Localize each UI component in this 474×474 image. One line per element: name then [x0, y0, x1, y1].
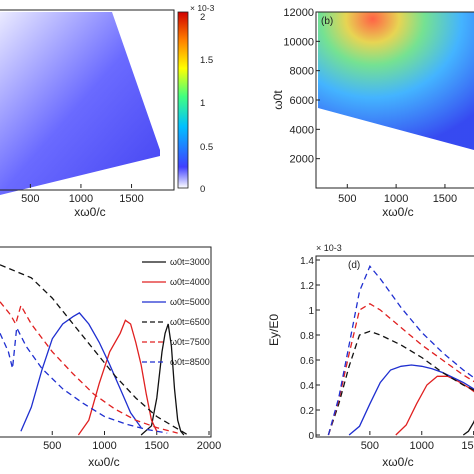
legend-label: ω0t=4000: [170, 277, 210, 287]
series-line-2: [348, 364, 474, 436]
y-tick-label: 0.2: [300, 406, 314, 417]
x-tick-label-a: 1500: [119, 193, 143, 205]
panel-top-left: 500 1000 1500 xω0/c × 10-3 2 1.5 1 0.5 0: [0, 3, 215, 219]
panel-bottom-left: 500 1000 1500 2000 xω0/c ω0t=3000 ω0t=4000 …: [0, 246, 221, 469]
series-line-5: [327, 265, 474, 436]
series-line-5: [0, 325, 168, 434]
y-tick-label: 0: [308, 431, 314, 442]
colorbar-tick: 2: [200, 12, 205, 23]
y-tick-label-b: 6000: [290, 95, 314, 107]
legend-c: ω0t=3000 ω0t=4000 ω0t=5000 ω0t=6500 ω0t=…: [142, 257, 210, 367]
axes-frame-a: [0, 9, 175, 191]
ylabel-b: ω0t: [271, 90, 285, 110]
colorbar: [177, 11, 189, 189]
y-tick-label: 0.4: [300, 381, 314, 392]
series-line-2: [20, 312, 142, 432]
legend-label: ω0t=3000: [170, 257, 210, 267]
y-tick-label-b: 12000: [283, 7, 314, 19]
x-tick-label-b: 1500: [433, 193, 457, 205]
series-line-0: [140, 323, 185, 436]
legend-label: ω0t=7500: [170, 337, 210, 347]
legend-label: ω0t=6500: [170, 317, 210, 327]
panel-bottom-right: 500 1000 1500 0 0.2 0.4 0.6 0.8 1 1.2 1.4 × 10-3 (…: [267, 243, 474, 469]
x-tick-label-b: 1000: [384, 193, 408, 205]
xlabel-d: xω0/c: [382, 455, 413, 469]
y-tick-label: 1: [308, 306, 314, 317]
colorbar-tick: 0.5: [200, 142, 213, 153]
x-tick-label: 1500: [461, 440, 474, 452]
x-tick-label-b: 500: [338, 193, 356, 205]
colorbar-exponent: × 10-3: [190, 3, 215, 13]
axes-frame-b: [315, 11, 474, 189]
axes-frame-c: [0, 246, 212, 438]
colorbar-tick: 1.5: [200, 55, 213, 66]
x-tick-label-a: 500: [21, 193, 39, 205]
x-tick-label: 1000: [410, 440, 434, 452]
heatmap-a-fill: [0, 12, 160, 195]
x-tick-label: 500: [43, 440, 61, 452]
panel-label-d: (d): [348, 260, 360, 271]
panel-label-b: (b): [321, 16, 333, 27]
panel-top-right: 500 1000 1500 2000 4000 6000 8000 10000 12000 (b…: [271, 7, 474, 219]
x-tick-label: 1500: [145, 440, 169, 452]
axes-frame-d: [315, 255, 474, 438]
x-tick-label: 500: [361, 440, 379, 452]
colorbar-tick: 0: [200, 184, 205, 195]
colorbar-tick: 1: [200, 98, 205, 109]
series-line-3: [0, 264, 189, 436]
y-tick-label-b: 4000: [290, 124, 314, 136]
xlabel-b: xω0/c: [382, 205, 413, 219]
ylabel-d: Ey/E0: [267, 314, 281, 346]
y-tick-label-b: 8000: [290, 66, 314, 78]
y-tick-label-b: 2000: [290, 154, 314, 166]
x-tick-label: 1000: [92, 440, 116, 452]
series-line-4: [0, 301, 178, 434]
series-line-0: [462, 419, 474, 436]
xlabel-c: xω0/c: [88, 455, 119, 469]
y-tick-label: 0.6: [300, 356, 314, 367]
y-tick-label: 1.2: [300, 281, 314, 292]
y-tick-label-b: 10000: [283, 36, 314, 48]
heatmap-b-fill: [318, 12, 474, 150]
legend-label: ω0t=8500: [170, 357, 210, 367]
x-tick-label-a: 1000: [69, 193, 93, 205]
legend-label: ω0t=5000: [170, 297, 210, 307]
x-tick-label: 2000: [197, 440, 221, 452]
y-tick-label: 0.8: [300, 331, 314, 342]
y-tick-label: 1.4: [300, 256, 314, 267]
xlabel-a: xω0/c: [74, 205, 105, 219]
exponent-d: × 10-3: [316, 243, 342, 253]
series-line-1: [77, 319, 158, 436]
series-line-4: [327, 303, 474, 436]
